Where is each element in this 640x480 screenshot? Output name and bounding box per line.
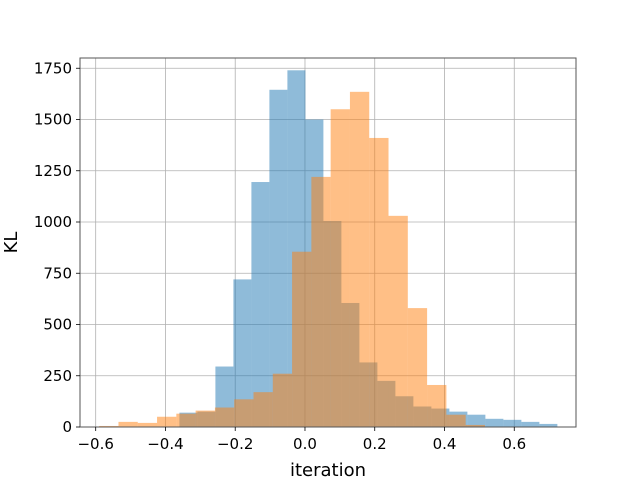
histogram-bar: [369, 137, 389, 427]
x-axis-label: iteration: [290, 460, 366, 480]
plot-frame: [79, 57, 577, 428]
histogram-bar: [427, 384, 447, 427]
histogram-bar: [407, 308, 428, 427]
histogram-bar: [311, 176, 331, 427]
y-tick-label: 1500: [34, 111, 72, 129]
histogram-bar: [176, 413, 196, 427]
y-tick-label: 500: [43, 316, 72, 334]
y-tick-label: 0: [62, 418, 72, 436]
series-2-bars: [99, 91, 485, 427]
x-tick-label: 0.4: [433, 435, 457, 453]
histogram-bar: [269, 89, 288, 428]
histogram-bar: [388, 215, 408, 427]
x-tick-label: 0.0: [293, 435, 317, 453]
histogram-bar: [467, 414, 486, 427]
x-tick-label: −0.2: [217, 435, 253, 453]
histogram-bar: [233, 279, 252, 427]
histogram-bar: [253, 392, 273, 427]
histogram-bar: [330, 109, 350, 427]
x-axis-ticks: −0.6 −0.4 −0.2 0.0 0.2 0.4 0.6: [77, 427, 526, 453]
x-tick-label: 0.2: [363, 435, 387, 453]
histogram-bar: [214, 407, 235, 427]
histogram-bar: [137, 422, 158, 427]
histogram-bar: [157, 416, 177, 427]
histogram-bar: [446, 414, 466, 427]
x-tick-label: −0.6: [77, 435, 113, 453]
y-axis-ticks: 0 250 500 750 1000 1250 1500 1750: [34, 59, 80, 436]
histogram-bar: [195, 410, 215, 427]
y-tick-label: 1750: [34, 59, 72, 77]
histogram-bar: [539, 423, 558, 427]
histogram-bar: [349, 91, 370, 427]
histogram-bar: [234, 399, 254, 427]
x-tick-label: −0.4: [147, 435, 183, 453]
histogram-bar: [485, 418, 504, 427]
histogram-bar: [99, 425, 119, 427]
histogram-bar: [118, 421, 138, 427]
histogram-bar: [292, 251, 312, 427]
y-tick-label: 1000: [34, 213, 72, 231]
y-tick-label: 750: [43, 264, 72, 282]
histogram-bar: [521, 421, 540, 427]
histogram-bar: [251, 182, 270, 427]
y-axis-label: KL: [1, 232, 22, 254]
histogram-bar: [272, 373, 293, 427]
histogram-bar: [503, 419, 522, 427]
y-tick-label: 1250: [34, 162, 72, 180]
histogram-bar: [465, 424, 485, 427]
x-tick-label: 0.6: [502, 435, 526, 453]
y-tick-label: 250: [43, 367, 72, 385]
